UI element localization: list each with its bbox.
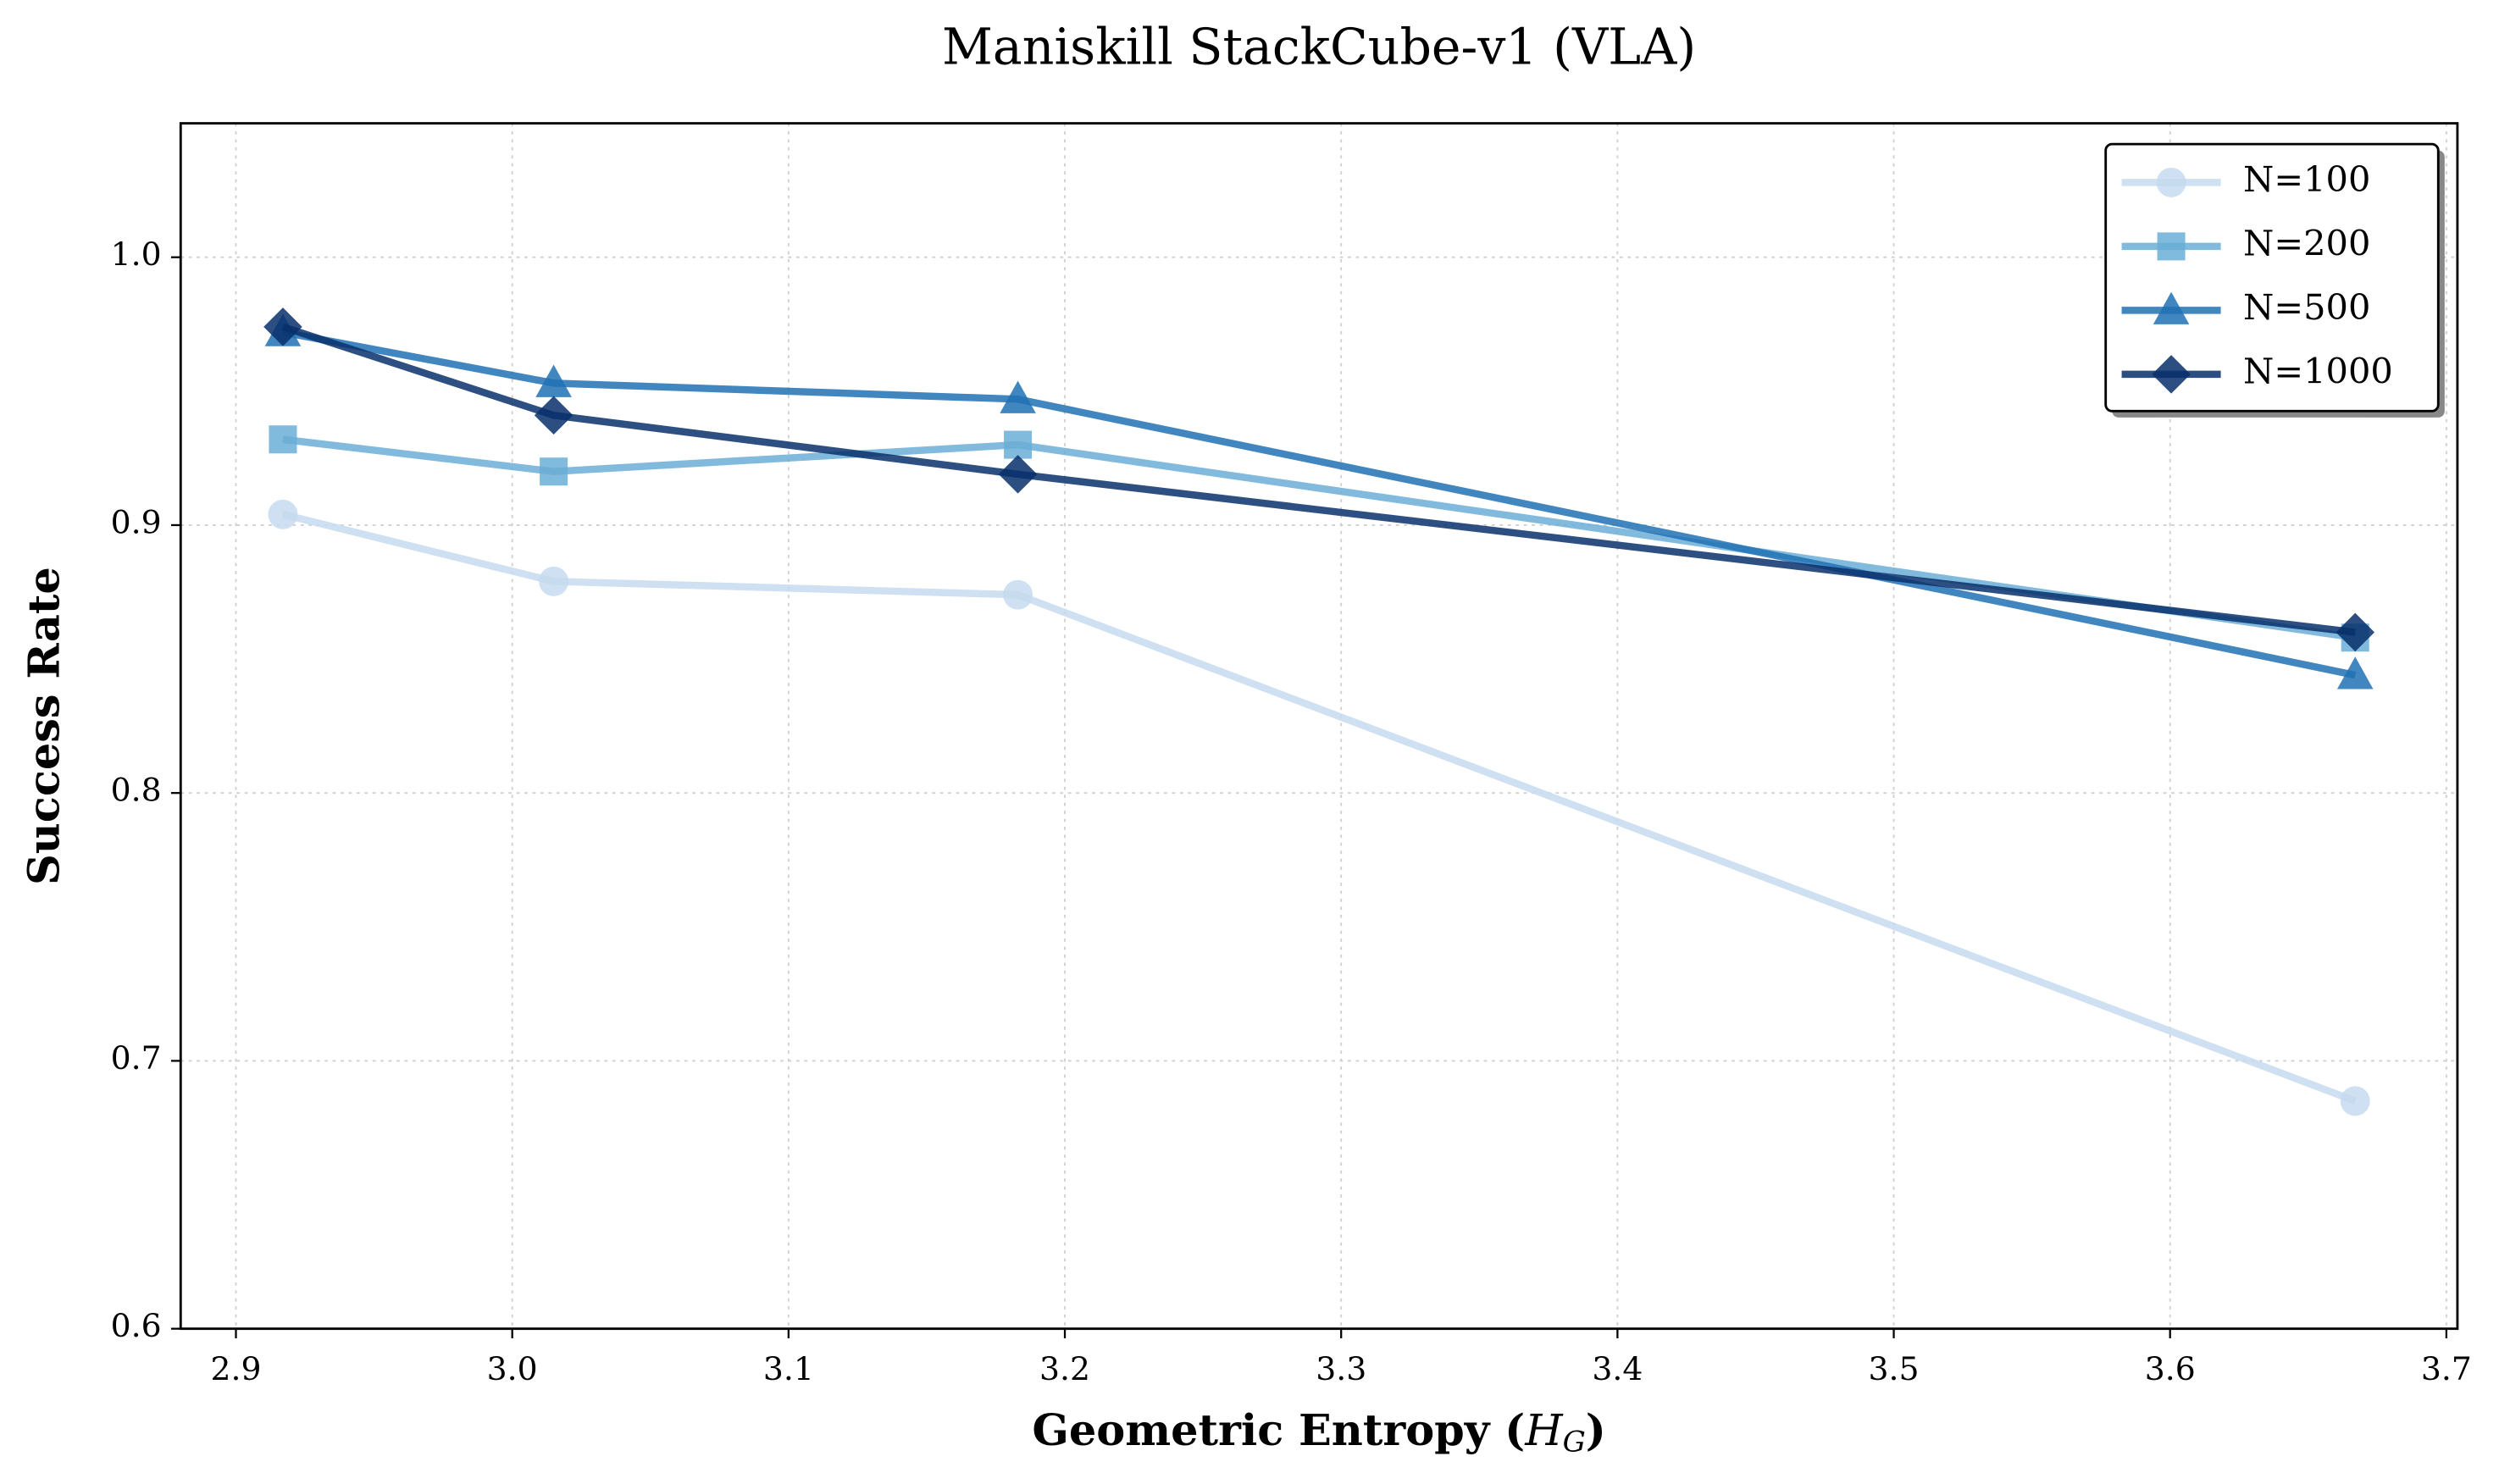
data-point (2336, 612, 2375, 652)
data-point (263, 307, 302, 346)
series-line (282, 435, 2356, 641)
data-point (269, 425, 297, 454)
legend-label: N=1000 (2243, 350, 2393, 391)
x-tick-label: 3.5 (1869, 1350, 1920, 1387)
data-point (534, 396, 573, 435)
y-tick-label: 0.6 (111, 1307, 162, 1344)
x-label-close: ) (1586, 1405, 1606, 1456)
data-point (535, 364, 572, 397)
legend-label: N=200 (2243, 222, 2370, 263)
x-tick-label: 3.0 (487, 1350, 538, 1387)
legend-marker (2156, 167, 2186, 197)
x-tick-label: 3.6 (2145, 1350, 2196, 1387)
data-point (2340, 1086, 2370, 1116)
data-point (1000, 380, 1036, 413)
plot-frame (179, 122, 2459, 1331)
data-point (1004, 430, 1033, 459)
legend-label: N=100 (2243, 158, 2370, 200)
data-point (998, 455, 1038, 494)
series-line (282, 329, 2357, 679)
legend-box (2104, 142, 2440, 413)
y-axis-label: Success Rate (19, 567, 70, 885)
chart-title: Maniskill StackCube-v1 (VLA) (942, 19, 1696, 76)
data-point (1003, 579, 1033, 610)
legend-label: N=500 (2243, 286, 2370, 328)
x-label-text: Geometric Entropy ( (1032, 1405, 1525, 1456)
legend: N=100 N=200 N=500 N=1000 (2104, 142, 2445, 418)
x-label-subscript: G (1563, 1426, 1586, 1459)
data-point (2336, 656, 2374, 689)
legend-marker (2152, 355, 2191, 394)
y-tick-label: 1.0 (111, 235, 162, 273)
y-tick-label: 0.9 (111, 503, 162, 540)
data-point (540, 457, 568, 486)
legend-marker (2157, 232, 2186, 261)
y-tick-label: 0.8 (111, 772, 162, 809)
data-point (539, 566, 569, 596)
x-tick-label: 3.7 (2421, 1350, 2472, 1387)
x-label-symbol: H (1524, 1406, 1564, 1456)
x-tick-label: 2.9 (211, 1350, 262, 1387)
series-line (281, 511, 2357, 1105)
x-tick-label: 3.4 (1592, 1350, 1643, 1387)
x-tick-label: 3.3 (1316, 1350, 1366, 1387)
series-line (281, 323, 2356, 636)
x-tick-label: 3.1 (763, 1350, 814, 1387)
x-tick-label: 3.2 (1039, 1350, 1090, 1387)
x-axis-label: Geometric Entropy (HG) (1032, 1405, 1606, 1459)
y-tick-label: 0.7 (111, 1039, 162, 1077)
legend-marker (2153, 291, 2190, 324)
data-point (268, 499, 298, 529)
